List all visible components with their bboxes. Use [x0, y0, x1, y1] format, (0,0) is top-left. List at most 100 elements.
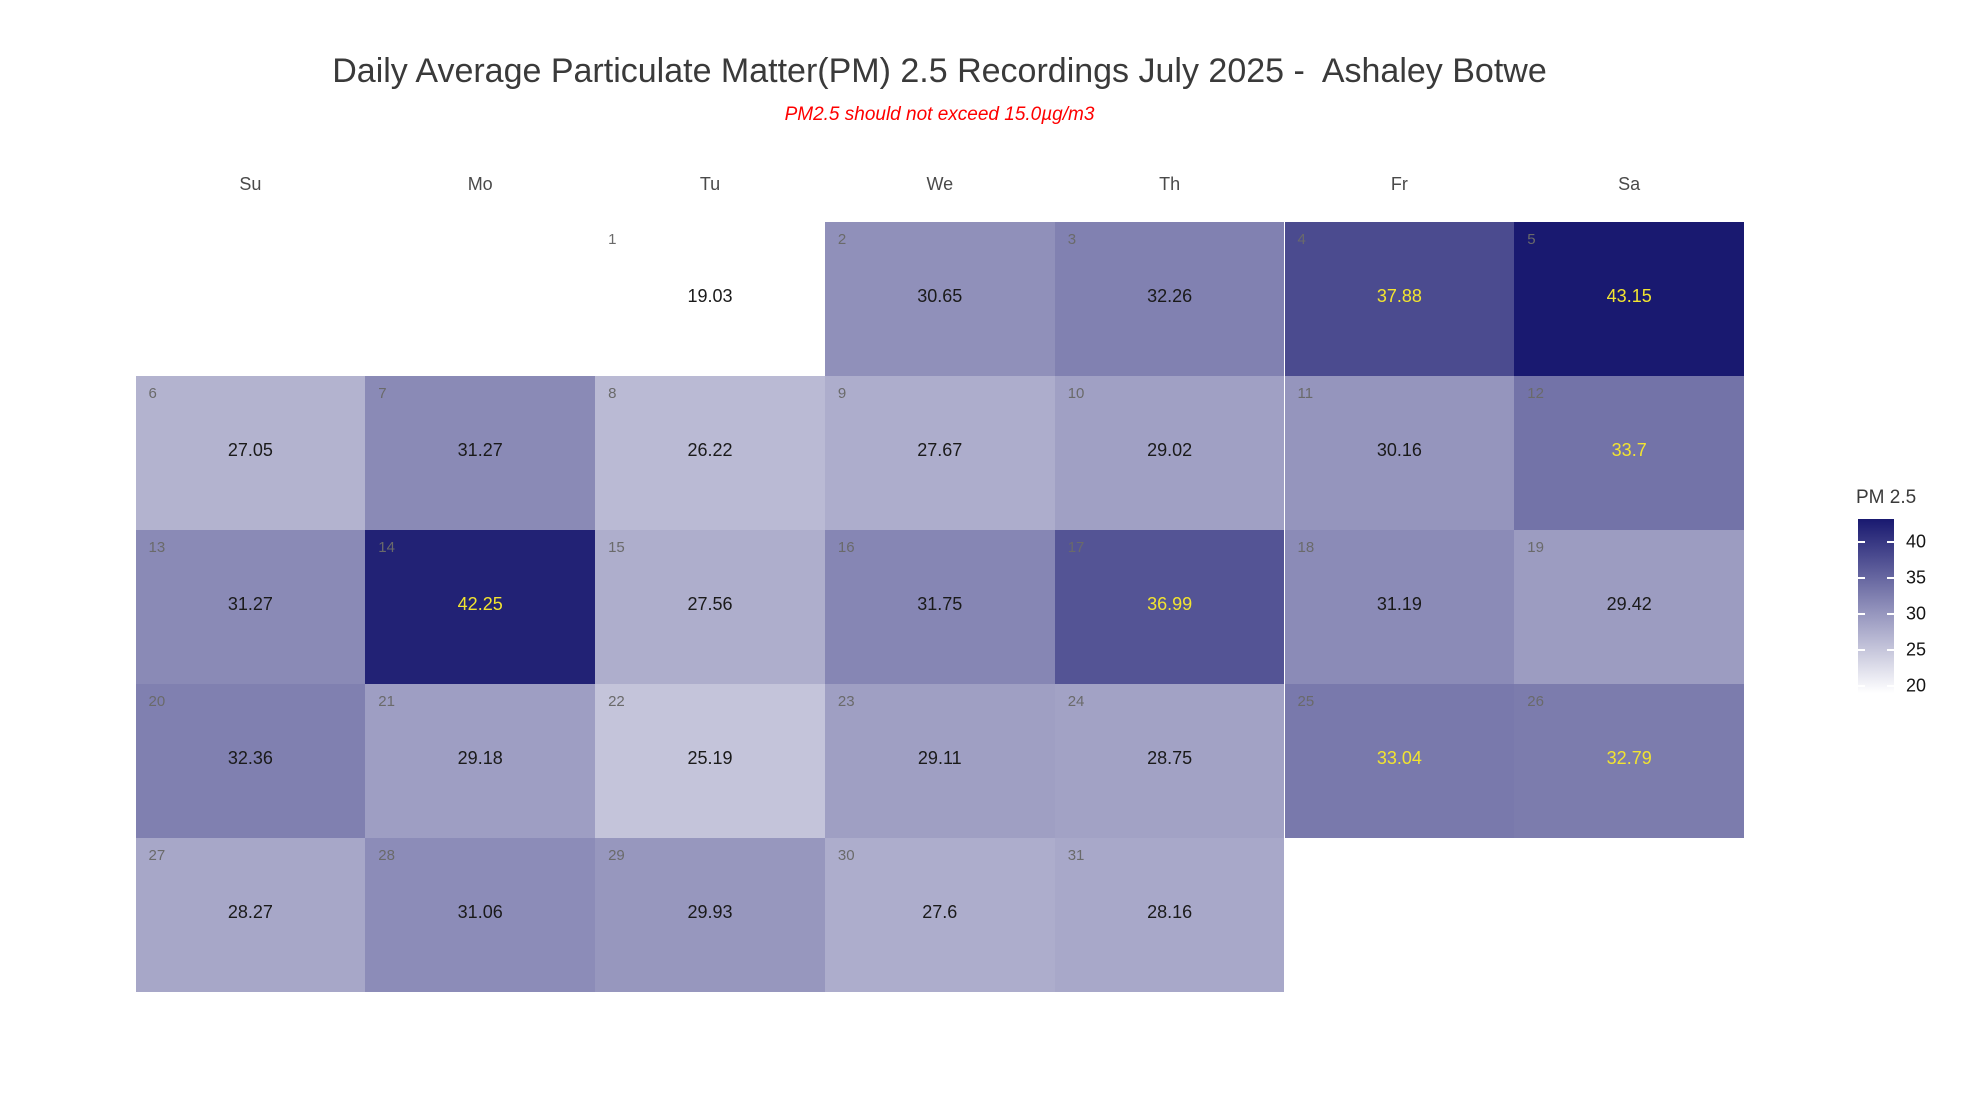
day-number: 4 — [1297, 231, 1306, 248]
day-number: 31 — [1067, 847, 1085, 864]
day-number: 6 — [148, 385, 157, 402]
calendar-day-cell: 11 30.16 — [1284, 376, 1515, 530]
day-number: 1 — [608, 231, 617, 248]
day-value: 42.25 — [457, 593, 503, 614]
day-value: 29.02 — [1147, 439, 1193, 460]
day-value: 32.79 — [1606, 747, 1652, 768]
calendar-day-cell: 10 29.02 — [1054, 376, 1285, 530]
day-number: 29 — [608, 847, 625, 864]
weekday-header-mo: Mo — [467, 174, 493, 194]
weekday-header-su: Su — [239, 174, 262, 194]
day-value: 29.93 — [687, 901, 733, 922]
calendar-day-cell: 25 33.04 — [1284, 684, 1515, 838]
weekday-header-sa: Sa — [1618, 174, 1641, 194]
day-value: 36.99 — [1147, 593, 1193, 614]
calendar-day-cell: 22 25.19 — [595, 684, 825, 838]
weekday-header-tu: Tu — [699, 174, 721, 194]
legend-tick-mark — [1887, 540, 1894, 543]
day-value: 19.03 — [687, 285, 733, 306]
day-number: 21 — [378, 693, 395, 710]
legend-gradient-bar — [1858, 519, 1894, 693]
day-value: 29.18 — [457, 747, 503, 768]
day-value: 29.11 — [917, 747, 962, 768]
day-number: 11 — [1297, 385, 1314, 402]
calendar-day-cell: 29 29.93 — [595, 838, 825, 992]
calendar-day-cell: 16 31.75 — [824, 530, 1055, 684]
legend-tick-mark — [1858, 612, 1865, 615]
legend-tick-label: 30 — [1906, 603, 1927, 624]
day-number: 27 — [148, 847, 166, 864]
calendar-day-cell: 2 30.65 — [824, 222, 1055, 376]
chart-subtitle: PM2.5 should not exceed 15.0µg/m3 — [784, 104, 1095, 125]
day-value: 28.27 — [227, 901, 273, 922]
calendar-day-cell: 31 28.16 — [1054, 838, 1285, 992]
day-number: 28 — [378, 847, 395, 864]
day-value: 29.42 — [1606, 593, 1652, 614]
day-number: 19 — [1527, 539, 1544, 556]
day-number: 20 — [148, 693, 166, 710]
calendar-day-cell: 15 27.56 — [595, 530, 825, 684]
day-value: 31.19 — [1376, 593, 1422, 614]
day-value: 37.88 — [1376, 285, 1422, 306]
day-number: 16 — [837, 539, 855, 556]
day-number: 9 — [837, 385, 847, 402]
weekday-header-th: Th — [1159, 174, 1181, 194]
calendar-day-cell: 7 31.27 — [365, 376, 596, 530]
calendar-day-cell: 3 32.26 — [1054, 222, 1285, 376]
day-number: 22 — [608, 693, 625, 710]
day-value: 30.65 — [917, 285, 963, 306]
weekday-header-we: We — [926, 174, 954, 194]
day-number: 8 — [608, 385, 617, 402]
day-value: 33.7 — [1611, 439, 1647, 460]
calendar-day-cell: 23 29.11 — [824, 684, 1055, 838]
legend-tick-mark — [1858, 685, 1865, 687]
day-value: 27.67 — [917, 439, 963, 460]
calendar-day-cell: 19 29.42 — [1514, 530, 1745, 684]
legend-tick-mark — [1858, 576, 1865, 579]
legend-tick-label: 25 — [1906, 639, 1927, 660]
day-number: 10 — [1067, 385, 1085, 402]
legend-tick-label: 35 — [1906, 567, 1927, 588]
calendar-day-cell: 4 37.88 — [1284, 222, 1515, 376]
day-number: 17 — [1067, 539, 1085, 556]
legend-tick-label: 40 — [1906, 531, 1927, 552]
day-number: 26 — [1527, 693, 1544, 710]
legend-tick-mark — [1858, 540, 1865, 543]
day-value: 28.16 — [1147, 901, 1193, 922]
legend-tick-mark — [1887, 576, 1894, 579]
day-value: 26.22 — [687, 439, 733, 460]
day-value: 32.26 — [1147, 285, 1193, 306]
calendar-day-cell: 24 28.75 — [1054, 684, 1285, 838]
day-value: 43.15 — [1606, 285, 1652, 306]
legend-tick-mark — [1887, 648, 1894, 651]
day-number: 30 — [837, 847, 855, 864]
calendar-day-cell: 20 32.36 — [135, 684, 366, 838]
day-value: 31.27 — [227, 593, 273, 614]
day-number: 25 — [1297, 693, 1315, 710]
calendar-day-cell: 26 32.79 — [1514, 684, 1745, 838]
day-value: 25.19 — [687, 747, 733, 768]
day-value: 27.05 — [227, 439, 273, 460]
legend-tick-mark — [1858, 648, 1865, 651]
day-number: 24 — [1067, 693, 1085, 710]
day-value: 28.75 — [1147, 747, 1193, 768]
day-number: 3 — [1067, 231, 1077, 248]
day-number: 18 — [1297, 539, 1315, 556]
day-number: 14 — [378, 539, 395, 556]
day-value: 32.36 — [227, 747, 273, 768]
day-number: 15 — [608, 539, 625, 556]
chart-title: Daily Average Particulate Matter(PM) 2.5… — [332, 52, 1547, 90]
calendar-day-cell: 13 31.27 — [135, 530, 366, 684]
legend-tick-mark — [1887, 612, 1894, 615]
calendar-day-cell: 21 29.18 — [365, 684, 596, 838]
calendar-day-cell: 9 27.67 — [824, 376, 1055, 530]
day-number: 23 — [837, 693, 855, 710]
weekday-header-fr: Fr — [1390, 174, 1408, 194]
calendar-day-cell: 6 27.05 — [135, 376, 366, 530]
calendar-day-cell: 1 19.03 — [595, 222, 825, 376]
day-number: 2 — [837, 231, 847, 248]
day-value: 31.06 — [457, 901, 503, 922]
day-number: 5 — [1527, 231, 1536, 248]
day-value: 31.27 — [457, 439, 503, 460]
